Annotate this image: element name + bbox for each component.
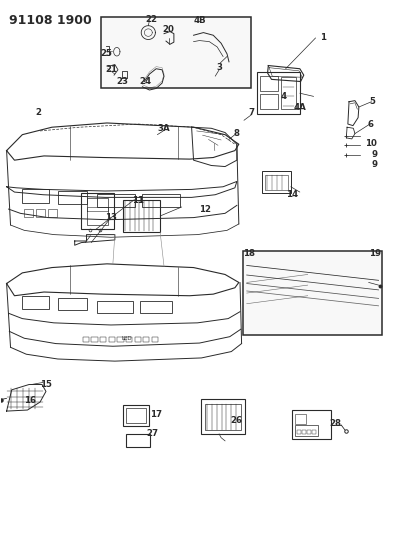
Bar (135, 337, 141, 342)
Text: 20: 20 (162, 26, 174, 35)
Bar (23, 296, 49, 309)
Text: 4: 4 (281, 92, 287, 101)
Bar (141, 301, 172, 313)
Bar (23, 189, 49, 203)
Bar (48, 209, 56, 216)
Text: 24: 24 (139, 77, 152, 86)
Text: 19: 19 (369, 249, 381, 258)
Bar (307, 430, 311, 434)
Bar (109, 337, 115, 342)
Text: 10: 10 (365, 139, 376, 148)
Bar (262, 171, 291, 193)
Bar (205, 403, 241, 430)
Text: 18: 18 (243, 249, 256, 258)
Bar (152, 337, 158, 342)
Bar (58, 298, 87, 310)
Bar (142, 194, 180, 207)
Text: 5: 5 (370, 97, 376, 106)
Bar (87, 198, 108, 225)
Text: 3A: 3A (158, 124, 170, 133)
Bar (126, 408, 146, 423)
Text: 3: 3 (216, 63, 222, 71)
Text: 25: 25 (100, 50, 112, 58)
Bar (260, 94, 278, 109)
Bar (265, 175, 288, 190)
Text: 22: 22 (145, 15, 157, 24)
Text: 12: 12 (199, 205, 211, 214)
Bar (256, 72, 300, 115)
Text: 14: 14 (286, 190, 298, 199)
Bar (358, 281, 364, 288)
Text: 2: 2 (35, 108, 41, 117)
Text: LED: LED (121, 336, 132, 341)
Text: 16: 16 (24, 396, 36, 405)
Bar (123, 200, 160, 232)
Text: 1: 1 (320, 34, 326, 43)
Text: 21: 21 (105, 66, 117, 74)
Bar (126, 337, 132, 342)
Bar (97, 194, 135, 207)
Text: 4A: 4A (293, 102, 306, 111)
Text: 91108 1900: 91108 1900 (9, 14, 91, 27)
Text: 27: 27 (146, 430, 158, 439)
Text: 13: 13 (105, 213, 117, 222)
Text: 26: 26 (231, 416, 243, 425)
Text: 17: 17 (150, 410, 162, 419)
Bar (117, 337, 124, 342)
Bar (83, 337, 89, 342)
Text: 9: 9 (372, 160, 378, 169)
Bar (97, 301, 133, 313)
Bar (24, 209, 33, 216)
Bar (91, 337, 98, 342)
Text: 4B: 4B (193, 16, 206, 25)
Bar (355, 269, 376, 290)
Bar (295, 425, 318, 435)
Bar (143, 337, 149, 342)
Bar (123, 405, 149, 426)
Text: 23: 23 (117, 77, 129, 86)
Bar (81, 193, 114, 229)
Text: 9: 9 (372, 150, 378, 159)
Bar (302, 430, 306, 434)
Bar (243, 251, 382, 335)
Bar (295, 414, 306, 424)
Bar (292, 410, 331, 439)
Text: 8: 8 (234, 129, 240, 138)
Bar (126, 434, 150, 447)
Bar (260, 76, 278, 91)
Bar (312, 430, 316, 434)
Bar (58, 191, 87, 204)
Bar (297, 430, 301, 434)
Text: 11: 11 (132, 196, 145, 205)
Text: 28: 28 (329, 419, 341, 428)
Bar (100, 337, 106, 342)
Bar (201, 399, 245, 434)
Bar (101, 17, 251, 88)
Bar (36, 209, 45, 216)
Bar (281, 77, 296, 109)
FancyBboxPatch shape (245, 260, 256, 273)
Text: 7: 7 (249, 108, 255, 117)
Text: 15: 15 (40, 380, 52, 389)
Text: 6: 6 (368, 119, 374, 128)
